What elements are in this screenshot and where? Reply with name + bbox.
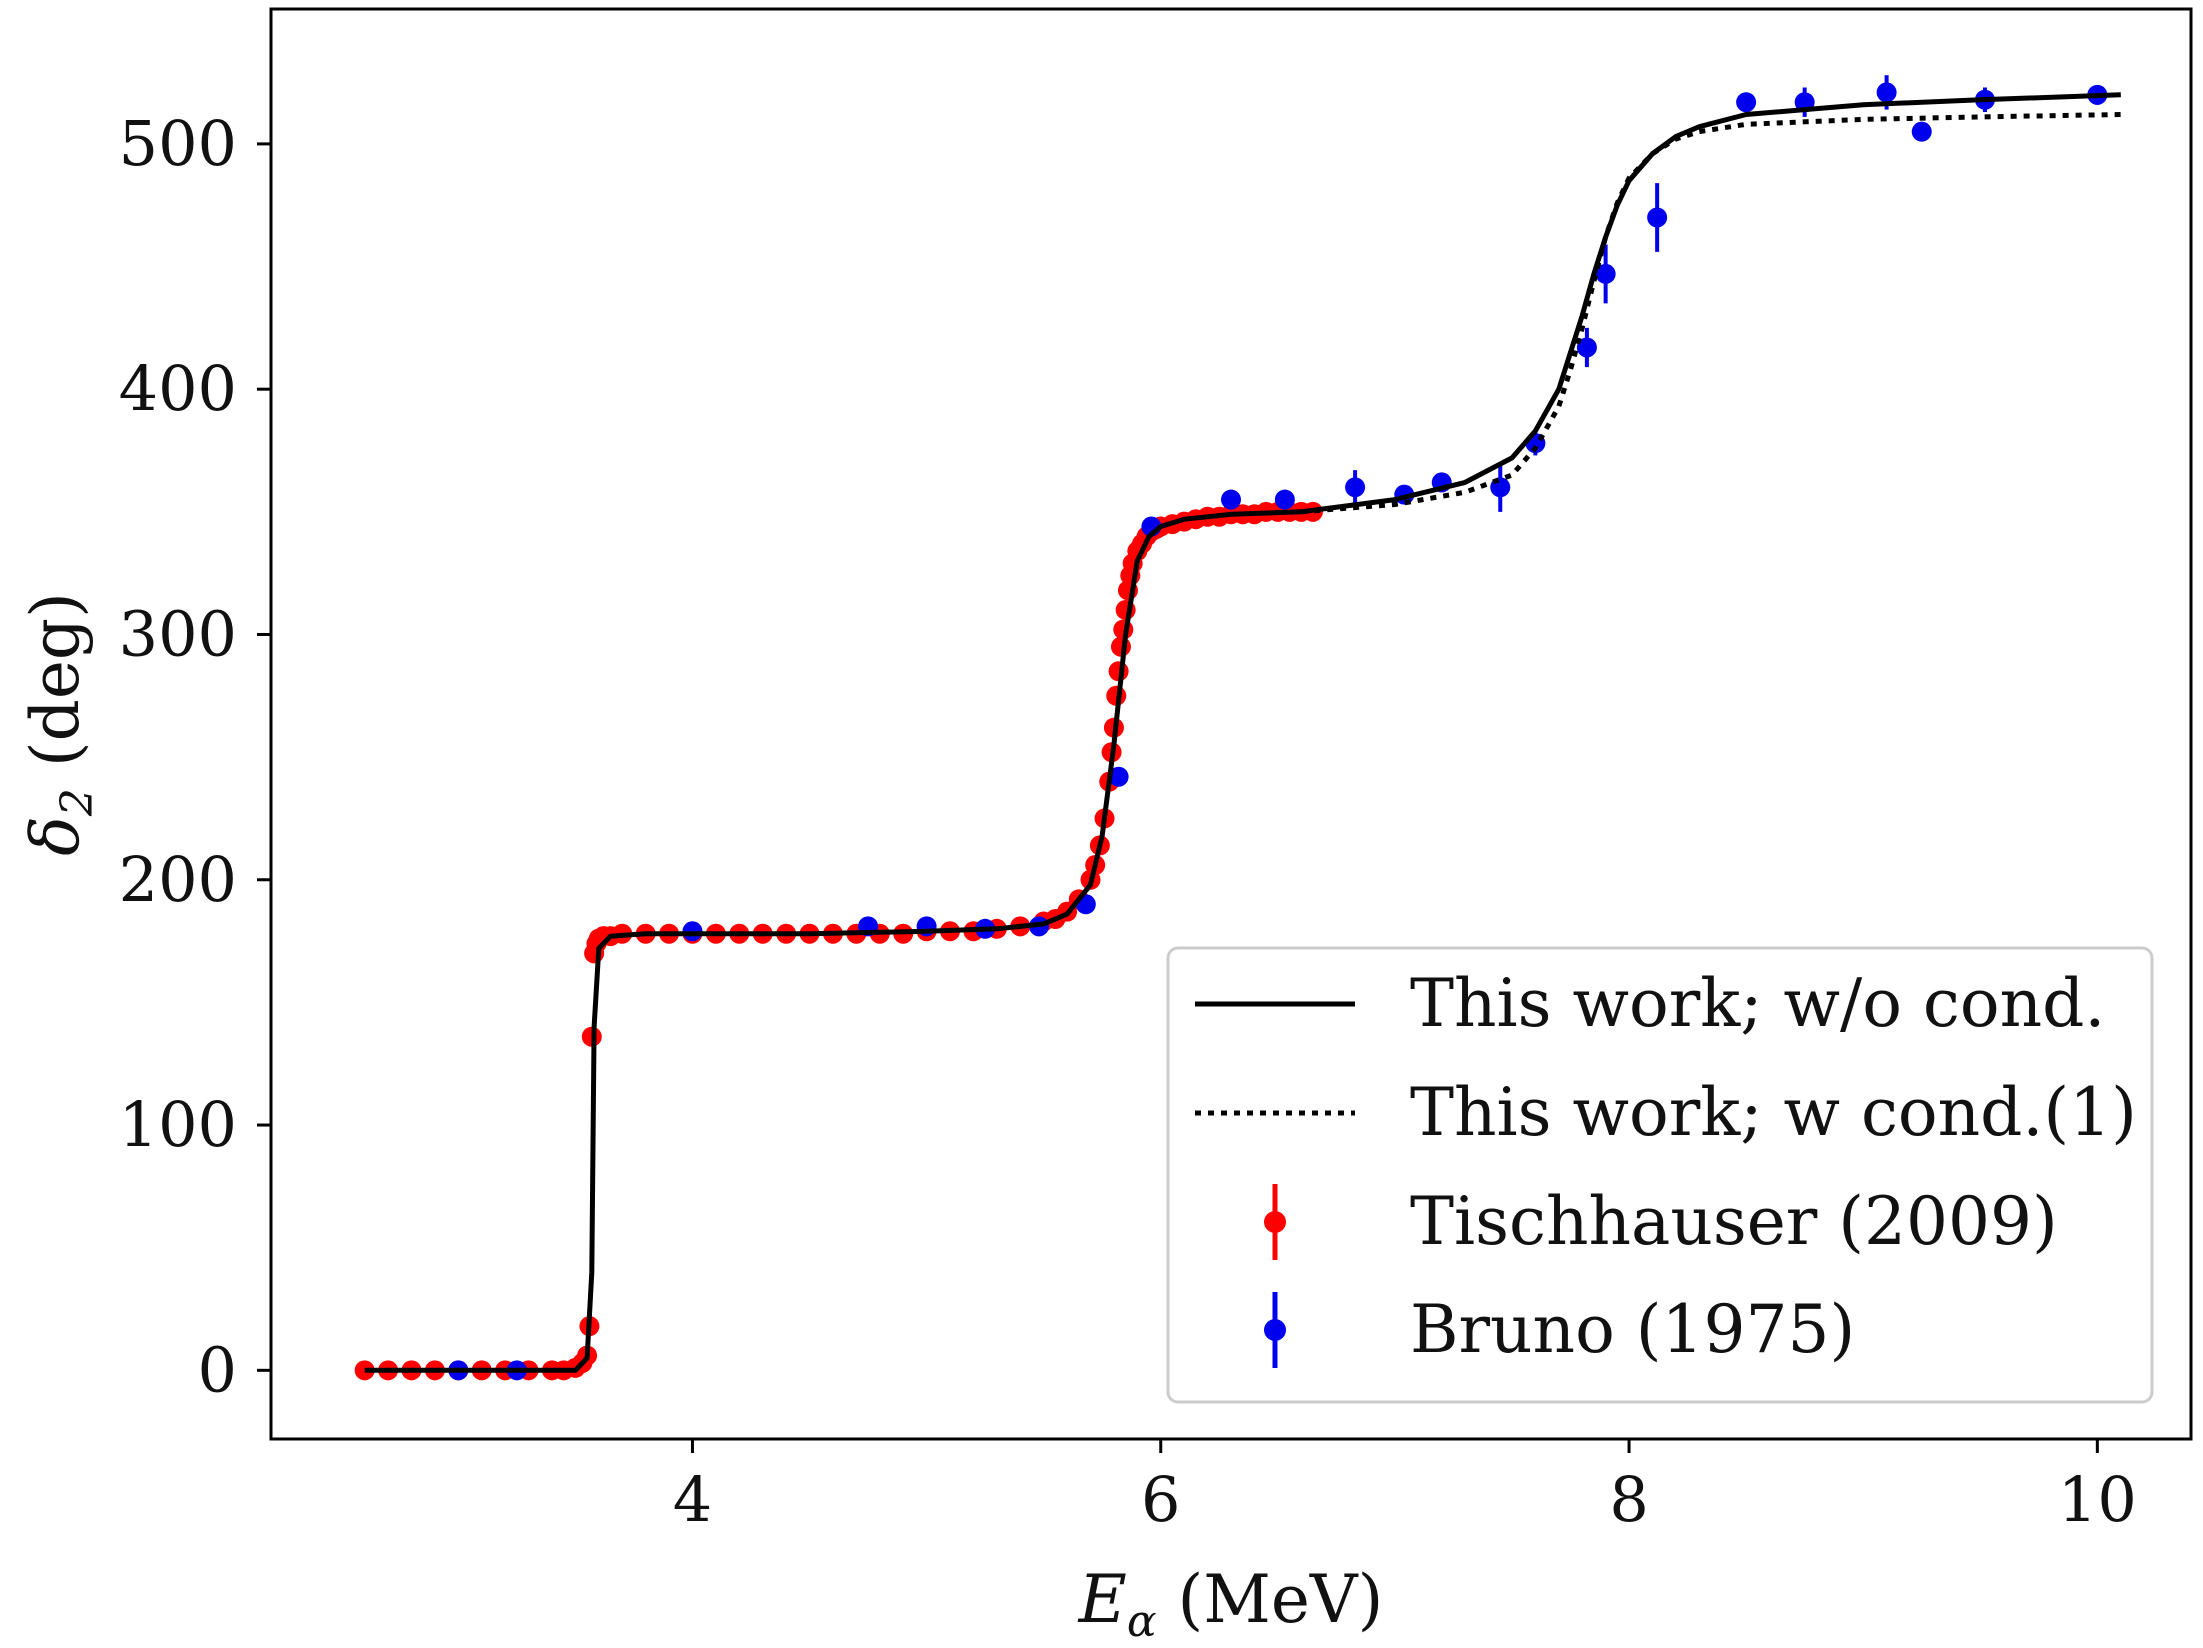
legend-label: Bruno (1975) xyxy=(1410,1291,1855,1368)
x-axis-label: Eα (MeV) xyxy=(1078,1561,1384,1647)
x-axis-ticks: 4 6 8 10 xyxy=(673,1439,2137,1536)
series-layer xyxy=(354,75,2121,1381)
legend-label: This work; w cond.(1) xyxy=(1410,1074,2137,1151)
data-point xyxy=(1108,766,1129,787)
data-point xyxy=(1576,337,1597,358)
y-axis-ticks: 0 100 200 300 400 500 xyxy=(119,107,271,1406)
legend-swatch-marker xyxy=(1264,1319,1286,1341)
data-point xyxy=(1911,121,1932,142)
legend: This work; w/o cond. This work; w cond.(1… xyxy=(1166,946,2154,1404)
data-point xyxy=(1110,636,1131,657)
y-tick-label: 500 xyxy=(119,107,237,180)
data-point xyxy=(1647,207,1668,228)
series-line-dotted xyxy=(1301,112,2121,515)
x-tick-label: 8 xyxy=(1609,1463,1648,1536)
y-tick-label: 400 xyxy=(119,352,237,425)
y-tick-label: 100 xyxy=(119,1088,237,1161)
plot-frame xyxy=(269,7,2193,1441)
y-tick-label: 200 xyxy=(119,843,237,916)
legend-label: This work; w/o cond. xyxy=(1410,965,2105,1042)
x-tick-label: 4 xyxy=(673,1463,712,1536)
y-axis-label: δ2 (deg) xyxy=(17,592,103,856)
data-point xyxy=(1595,263,1616,284)
data-point xyxy=(1274,489,1295,510)
y-tick-label: 0 xyxy=(198,1333,237,1406)
x-tick-label: 10 xyxy=(2058,1463,2137,1536)
data-point xyxy=(1221,489,1241,510)
y-tick-label: 300 xyxy=(119,597,237,670)
data-point xyxy=(1876,82,1897,103)
data-point xyxy=(1345,477,1366,498)
data-point xyxy=(1736,92,1757,113)
legend-box xyxy=(1166,946,2154,1404)
x-tick-label: 6 xyxy=(1141,1463,1180,1536)
legend-label: Tischhauser (2009) xyxy=(1410,1183,2058,1260)
data-point xyxy=(354,1360,375,1381)
legend-swatch-marker xyxy=(1264,1211,1286,1233)
